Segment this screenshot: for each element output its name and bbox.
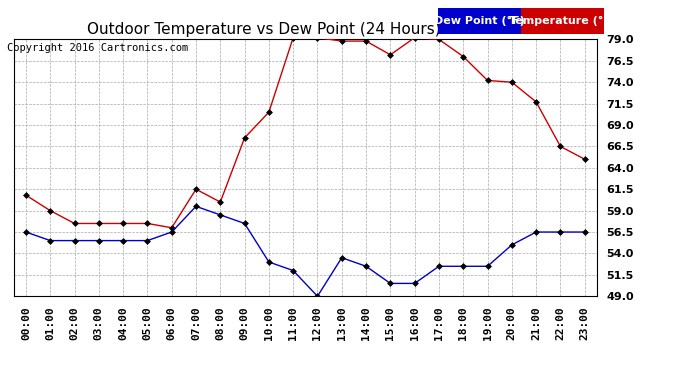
Text: Temperature (°F): Temperature (°F) (509, 16, 616, 26)
Title: Outdoor Temperature vs Dew Point (24 Hours) 20160716: Outdoor Temperature vs Dew Point (24 Hou… (88, 22, 523, 37)
Text: Dew Point (°F): Dew Point (°F) (434, 16, 525, 26)
Text: Copyright 2016 Cartronics.com: Copyright 2016 Cartronics.com (7, 43, 188, 53)
